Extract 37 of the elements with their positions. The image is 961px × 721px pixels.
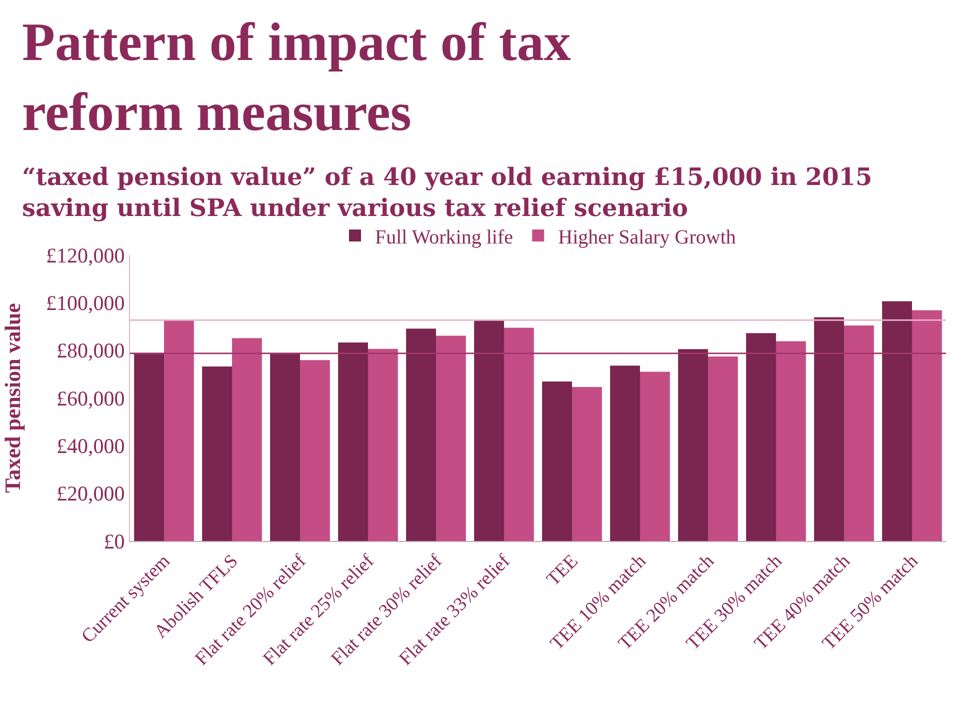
bar [882,301,912,541]
legend-label: Higher Salary Growth [558,226,736,248]
legend-label: Full Working life [375,226,514,248]
bar [436,336,466,541]
bar [202,366,232,541]
y-tick-label: £80,000 [56,338,125,363]
bar [640,372,670,541]
bar [542,382,572,541]
chart-title: Pattern of impact of tax reform measures [22,12,571,142]
bar [912,310,942,541]
y-tick-label: £100,000 [46,291,125,316]
y-tick-label: £20,000 [56,482,125,506]
bar [610,366,640,541]
bar [300,360,330,541]
bar [368,348,398,541]
bar [406,328,436,541]
bar [338,342,368,541]
bar [678,349,708,541]
x-tick-label: TEE [542,550,582,590]
bar [232,338,262,541]
y-tick-label: £60,000 [56,386,125,410]
y-axis-title: Taxed pension value [0,302,25,493]
bar [746,333,776,541]
bar [708,356,738,541]
bar [844,326,874,541]
bar [134,353,164,541]
y-tick-label: £0 [104,529,125,554]
bar [572,387,602,541]
y-tick-label: £120,000 [46,243,125,268]
y-tick-label: £40,000 [56,434,125,458]
bar [776,341,806,541]
bar [164,320,194,541]
chart-subtitle: “taxed pension value” of a 40 year old earning £15,000 in 2015 saving until SPA under various tax relief scenario [22,162,872,222]
bar [474,320,504,541]
bar [814,317,844,541]
bar [504,328,534,541]
bar [270,353,300,541]
